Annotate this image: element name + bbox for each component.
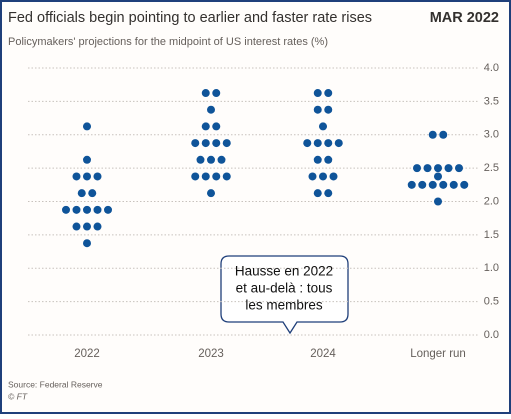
- dot: [212, 122, 221, 131]
- dot: [72, 172, 81, 181]
- dot: [455, 164, 463, 173]
- dot: [444, 164, 453, 173]
- dot: [217, 155, 226, 164]
- dot: [83, 222, 91, 231]
- dot: [319, 122, 327, 131]
- dot: [407, 180, 416, 189]
- dot: [313, 139, 322, 148]
- dot: [324, 105, 333, 114]
- dot: [423, 164, 432, 173]
- credit: © FT: [8, 391, 28, 401]
- x-tick-label: 2022: [74, 348, 100, 360]
- dot: [83, 172, 91, 181]
- dot: [212, 89, 221, 98]
- dot: [449, 180, 458, 189]
- x-tick-label: 2023: [198, 348, 224, 360]
- chart-title: Fed officials begin pointing to earlier …: [8, 10, 372, 26]
- dot: [324, 139, 333, 148]
- dot: [308, 172, 317, 181]
- dot: [413, 164, 421, 173]
- dot: [201, 172, 210, 181]
- dot: [460, 180, 469, 189]
- dot: [428, 130, 437, 139]
- dot: [313, 89, 322, 98]
- dot: [313, 189, 322, 198]
- dot: [212, 172, 221, 181]
- dot: [434, 197, 442, 206]
- y-tick-label: 0.0: [484, 329, 499, 341]
- dot: [88, 189, 97, 198]
- dot: [439, 130, 448, 139]
- subtitle: Policymakers' projections for the midpoi…: [8, 36, 328, 48]
- annotation-line: les membres: [245, 298, 323, 313]
- dot: [324, 89, 333, 98]
- y-tick-label: 4.0: [484, 62, 499, 74]
- dot: [207, 155, 215, 164]
- annotation-line: et au-delà : tous: [236, 281, 333, 296]
- y-tick-label: 3.0: [484, 129, 499, 141]
- y-tick-label: 1.5: [484, 229, 499, 241]
- y-tick-label: 3.5: [484, 95, 499, 107]
- dot: [72, 205, 81, 214]
- dot: [83, 239, 91, 248]
- x-tick-label: Longer run: [410, 348, 466, 360]
- dot: [83, 205, 91, 214]
- dot: [334, 139, 343, 148]
- dot: [83, 122, 91, 131]
- dot: [222, 172, 231, 181]
- dot: [434, 164, 442, 173]
- y-tick-label: 2.0: [484, 195, 499, 207]
- dot: [191, 139, 200, 148]
- dot: [191, 172, 200, 181]
- y-tick-label: 2.5: [484, 162, 499, 174]
- dot: [201, 139, 210, 148]
- dot: [207, 105, 215, 114]
- dot: [313, 155, 322, 164]
- dot: [93, 205, 102, 214]
- dot: [77, 189, 86, 198]
- dot: [324, 155, 333, 164]
- dot: [207, 189, 215, 198]
- dot: [62, 205, 70, 214]
- dot: [319, 172, 327, 181]
- callout: [220, 255, 349, 335]
- callout-box: [220, 255, 349, 335]
- dot: [324, 189, 333, 198]
- date-label: MAR 2022: [430, 10, 499, 26]
- source: Source: Federal Reserve: [8, 379, 103, 389]
- dot: [303, 139, 312, 148]
- y-tick-label: 0.5: [484, 296, 499, 308]
- dot: [418, 180, 427, 189]
- dot: [93, 222, 102, 231]
- dot: [72, 222, 81, 231]
- annotation-line: Hausse en 2022: [235, 264, 333, 279]
- dot: [201, 89, 210, 98]
- x-tick-label: 2024: [310, 348, 336, 360]
- dot: [313, 105, 322, 114]
- dot: [439, 180, 448, 189]
- dot: [104, 205, 112, 214]
- dot: [212, 139, 221, 148]
- dot: [222, 139, 231, 148]
- dot: [83, 155, 91, 164]
- dot: [201, 122, 210, 131]
- dot: [196, 155, 205, 164]
- y-tick-label: 1.0: [484, 262, 499, 274]
- dot: [329, 172, 338, 181]
- dot: [93, 172, 102, 181]
- dot: [434, 172, 442, 181]
- dot: [428, 180, 437, 189]
